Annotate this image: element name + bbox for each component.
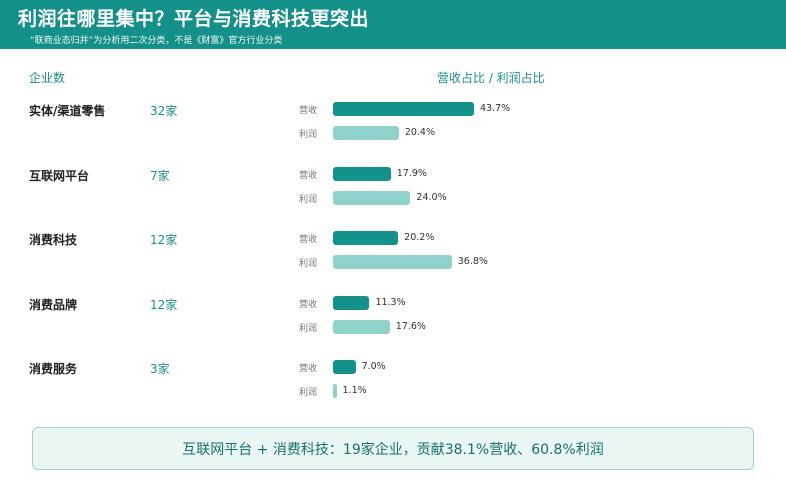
profit-value: 20.4%: [404, 127, 435, 138]
revenue-value: 17.9%: [396, 167, 427, 179]
revenue-value: 11.3%: [375, 296, 406, 308]
summary-banner: 互联网平台 + 消费科技：19家企业，贡献38.1%营收、60.8%利润: [32, 427, 754, 470]
profit-label: 利润: [299, 388, 318, 398]
profit-value: 17.6%: [395, 320, 426, 332]
column-header-share: 营收占比 / 利润占比: [437, 71, 545, 85]
profit-label: 利润: [299, 259, 318, 269]
revenue-bar: [333, 360, 356, 374]
category-count: 7家: [150, 168, 170, 183]
category-name: 消费科技: [29, 233, 78, 247]
profit-value: 36.8%: [457, 256, 488, 267]
profit-value: 24.0%: [416, 191, 447, 203]
profit-bar: [333, 384, 337, 398]
profit-bar: [333, 319, 390, 334]
profit-bar: [333, 255, 452, 269]
profit-label: 利润: [299, 323, 318, 334]
profit-bar: [333, 190, 411, 205]
category-name: 实体/渠道零售: [29, 104, 106, 118]
revenue-bar: [333, 231, 399, 245]
category-name: 互联网平台: [29, 168, 90, 183]
revenue-bar: [333, 166, 391, 181]
revenue-label: 营收: [299, 235, 318, 245]
profit-label: 利润: [299, 194, 318, 205]
category-count: 12家: [150, 297, 178, 312]
chart-subtitle: “联商业态归并”为分析用二次分类，不是《财富》官方行业分类: [30, 36, 283, 46]
category-count: 32家: [150, 104, 178, 118]
profit-label: 利润: [299, 130, 318, 140]
revenue-value: 7.0%: [361, 361, 386, 372]
category-count: 12家: [150, 233, 178, 247]
chart-title: 利润往哪里集中？平台与消费科技更突出: [18, 8, 370, 30]
chart-header: 利润往哪里集中？平台与消费科技更突出 “联商业态归并”为分析用二次分类，不是《财…: [0, 0, 786, 49]
revenue-label: 营收: [299, 170, 318, 181]
revenue-label: 营收: [299, 106, 318, 116]
revenue-label: 营收: [299, 364, 318, 374]
profit-value: 1.1%: [342, 385, 367, 396]
column-header-count: 企业数: [29, 71, 66, 85]
category-count: 3家: [150, 362, 170, 376]
revenue-bar: [333, 295, 370, 310]
revenue-value: 20.2%: [404, 232, 435, 243]
revenue-bar: [333, 102, 474, 116]
category-name: 消费品牌: [29, 297, 78, 312]
profit-bar: [333, 126, 399, 140]
revenue-label: 营收: [299, 299, 318, 310]
revenue-value: 43.7%: [480, 103, 511, 114]
summary-text: 互联网平台 + 消费科技：19家企业，贡献38.1%营收、60.8%利润: [182, 441, 604, 458]
category-name: 消费服务: [29, 362, 78, 376]
